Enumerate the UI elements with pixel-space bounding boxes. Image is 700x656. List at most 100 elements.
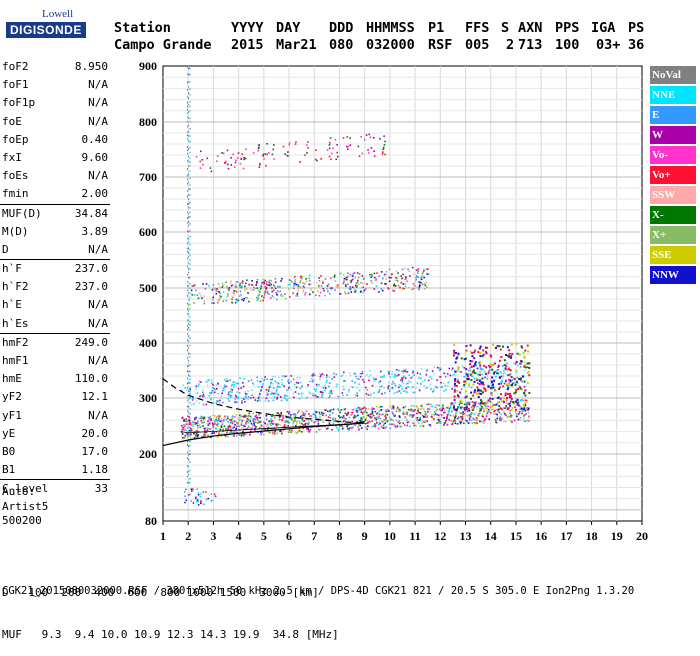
echo-point bbox=[186, 88, 188, 91]
echo-point bbox=[515, 400, 517, 402]
echo-point bbox=[391, 411, 393, 413]
echo-point bbox=[326, 288, 329, 290]
echo-point bbox=[402, 287, 404, 290]
echo-point bbox=[388, 276, 391, 279]
echo-point bbox=[224, 435, 227, 438]
echo-point bbox=[339, 411, 342, 414]
echo-point bbox=[288, 142, 291, 144]
echo-point bbox=[500, 375, 503, 378]
echo-point bbox=[403, 390, 405, 393]
echo-point bbox=[353, 408, 356, 411]
echo-point bbox=[308, 274, 311, 277]
echo-point bbox=[191, 423, 193, 426]
echo-point bbox=[399, 409, 401, 412]
echo-point bbox=[489, 400, 491, 403]
echo-point bbox=[280, 294, 282, 297]
echo-point bbox=[407, 385, 410, 388]
echo-point bbox=[222, 428, 225, 431]
echo-point bbox=[293, 285, 295, 287]
echo-point bbox=[234, 301, 237, 304]
echo-point bbox=[456, 367, 459, 370]
echo-point bbox=[295, 423, 298, 425]
echo-point bbox=[211, 499, 213, 501]
echo-point bbox=[502, 370, 505, 372]
echo-point bbox=[220, 394, 223, 397]
echo-point bbox=[262, 382, 265, 384]
echo-point bbox=[476, 386, 479, 389]
echo-point bbox=[218, 433, 220, 436]
echo-point bbox=[473, 418, 475, 421]
echo-point bbox=[196, 488, 198, 490]
echo-point bbox=[224, 416, 226, 419]
echo-point bbox=[259, 431, 262, 434]
echo-point bbox=[460, 416, 462, 418]
echo-point bbox=[226, 432, 228, 435]
echo-point bbox=[431, 405, 434, 408]
echo-point bbox=[511, 385, 514, 388]
echo-point bbox=[215, 431, 218, 433]
echo-point bbox=[290, 418, 293, 420]
echo-point bbox=[328, 382, 331, 385]
echo-point bbox=[202, 388, 204, 391]
echo-point bbox=[468, 414, 471, 416]
echo-point bbox=[222, 401, 224, 404]
echo-point bbox=[446, 373, 449, 375]
echo-point bbox=[377, 423, 380, 426]
echo-point bbox=[266, 287, 269, 290]
echo-point bbox=[484, 405, 487, 408]
legend-item: SSW bbox=[650, 186, 696, 204]
echo-point bbox=[258, 166, 261, 169]
echo-point bbox=[189, 88, 191, 90]
echo-point bbox=[261, 281, 263, 284]
echo-point bbox=[188, 262, 190, 264]
x-tick-label: 1 bbox=[160, 529, 166, 543]
echo-point bbox=[263, 379, 265, 382]
echo-point bbox=[279, 430, 281, 433]
echo-point bbox=[401, 379, 404, 382]
echo-point bbox=[459, 412, 462, 415]
echo-point bbox=[458, 403, 461, 406]
echo-point bbox=[465, 390, 468, 393]
echo-point bbox=[207, 379, 209, 382]
echo-point bbox=[359, 375, 362, 378]
echo-point bbox=[434, 410, 437, 413]
echo-point bbox=[210, 419, 212, 422]
echo-point bbox=[358, 423, 360, 426]
echo-point bbox=[189, 461, 191, 463]
echo-point bbox=[233, 290, 235, 292]
echo-point bbox=[297, 290, 299, 292]
echo-point bbox=[188, 111, 190, 113]
header-field-value: Mar21 bbox=[276, 37, 317, 53]
echo-point bbox=[350, 280, 353, 283]
echo-point bbox=[188, 230, 190, 233]
echo-point bbox=[394, 374, 397, 377]
echo-point bbox=[253, 420, 256, 423]
echo-point bbox=[394, 414, 396, 417]
echo-point bbox=[523, 364, 526, 367]
echo-point bbox=[186, 433, 189, 435]
echo-point bbox=[210, 500, 212, 502]
echo-point bbox=[373, 408, 375, 410]
echo-point bbox=[242, 415, 245, 418]
echo-point bbox=[337, 415, 340, 417]
echo-point bbox=[342, 137, 345, 139]
echo-point bbox=[227, 287, 229, 290]
echo-point bbox=[483, 364, 486, 367]
echo-point bbox=[299, 275, 302, 278]
echo-point bbox=[341, 425, 343, 428]
echo-point bbox=[527, 366, 529, 369]
echo-point bbox=[472, 383, 475, 386]
echo-point bbox=[215, 387, 218, 390]
echo-point bbox=[484, 388, 487, 391]
echo-point bbox=[256, 296, 258, 299]
echo-point bbox=[528, 366, 531, 369]
echo-point bbox=[507, 403, 509, 405]
echo-point bbox=[314, 394, 316, 397]
echo-point bbox=[382, 421, 384, 424]
echo-point bbox=[189, 388, 191, 391]
echo-point bbox=[189, 120, 191, 123]
echo-point bbox=[189, 188, 191, 191]
echo-point bbox=[329, 141, 331, 144]
echo-point bbox=[384, 418, 387, 421]
echo-point bbox=[402, 370, 405, 373]
